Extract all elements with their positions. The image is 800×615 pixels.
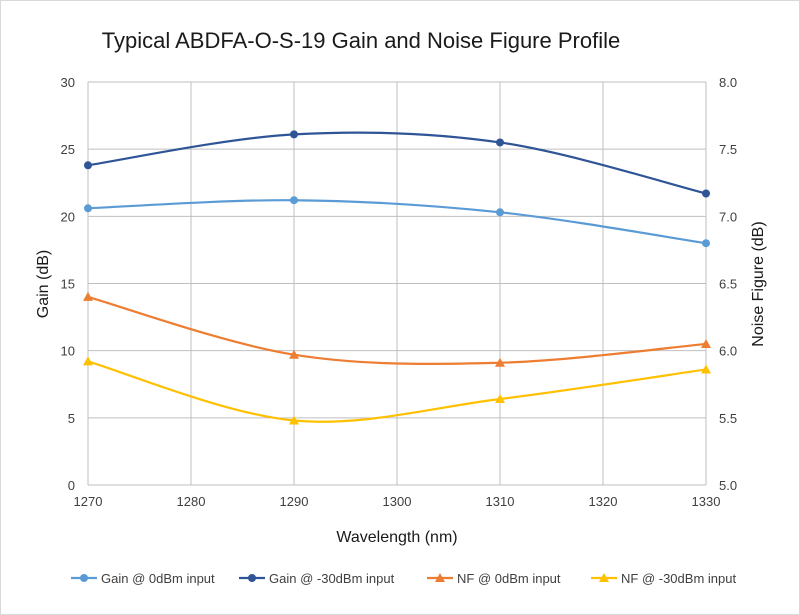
series-2: [84, 130, 710, 198]
series-line: [87, 199, 707, 245]
series-line: [87, 360, 707, 423]
x-tick-label: 1280: [177, 494, 206, 509]
data-point: [83, 356, 93, 366]
y-tick-label: 25: [61, 142, 75, 157]
y2-tick-label: 5.5: [719, 411, 737, 426]
y-tick-label: 15: [61, 277, 75, 292]
y2-axis-title: Noise Figure (dB): [750, 221, 767, 346]
y-tick-label: 5: [68, 411, 75, 426]
x-tick-label: 1310: [486, 494, 515, 509]
x-tick-label: 1330: [692, 494, 721, 509]
legend-swatch-marker: [248, 574, 256, 582]
legend-label: Gain @ -30dBm input: [269, 571, 395, 586]
y-axis-title: Gain (dB): [35, 250, 52, 318]
legend: Gain @ 0dBm input Gain @ -30dBm input NF @…: [71, 571, 736, 586]
legend-swatch-marker: [435, 573, 445, 582]
data-point: [701, 364, 711, 374]
y2-tick-label: 8.0: [719, 75, 737, 90]
tick-labels: 0 5.0 5 5.5 10 6.0 15 6.5 20 7.0 25 7.5 30 8.0 1270 128…: [61, 75, 738, 509]
data-point: [702, 239, 710, 248]
y2-tick-label: 5.0: [719, 478, 737, 493]
data-point: [290, 196, 298, 205]
legend-swatch-marker: [80, 574, 88, 582]
data-point: [496, 138, 504, 147]
y-tick-label: 20: [61, 209, 75, 224]
y-tick-label: 0: [68, 478, 75, 493]
x-tick-label: 1320: [589, 494, 618, 509]
y2-tick-label: 6.5: [719, 277, 737, 292]
data-point: [289, 349, 299, 359]
y-tick-label: 10: [61, 344, 75, 359]
chart-title: Typical ABDFA-O-S-19 Gain and Noise Figu…: [102, 28, 620, 53]
y-tick-label: 30: [61, 75, 75, 90]
data-point: [83, 291, 93, 301]
series-line: [87, 295, 707, 366]
legend-item: Gain @ -30dBm input: [239, 571, 395, 586]
x-tick-label: 1300: [383, 494, 412, 509]
data-point: [495, 357, 505, 367]
legend-item: NF @ -30dBm input: [591, 571, 736, 586]
x-axis-title: Wavelength (nm): [336, 529, 457, 546]
legend-swatch-marker: [599, 573, 609, 582]
legend-item: Gain @ 0dBm input: [71, 571, 215, 586]
series-3: [83, 291, 711, 367]
legend-label: NF @ 0dBm input: [457, 571, 561, 586]
legend-label: Gain @ 0dBm input: [101, 571, 215, 586]
data-point: [84, 204, 92, 213]
y2-tick-label: 6.0: [719, 344, 737, 359]
data-point: [289, 415, 299, 425]
series-line: [87, 131, 707, 195]
data-point: [84, 161, 92, 170]
legend-item: NF @ 0dBm input: [427, 571, 561, 586]
data-point: [496, 208, 504, 217]
series-4: [83, 356, 711, 425]
data-point: [701, 338, 711, 348]
data-point: [290, 130, 298, 139]
y2-tick-label: 7.5: [719, 142, 737, 157]
data-point: [495, 394, 505, 404]
plot-area: [83, 130, 711, 425]
x-tick-label: 1270: [74, 494, 103, 509]
data-point: [702, 189, 710, 198]
y2-tick-label: 7.0: [719, 209, 737, 224]
gridlines: [87, 81, 707, 486]
x-tick-label: 1290: [280, 494, 309, 509]
legend-label: NF @ -30dBm input: [621, 571, 736, 586]
series-1: [84, 196, 710, 248]
